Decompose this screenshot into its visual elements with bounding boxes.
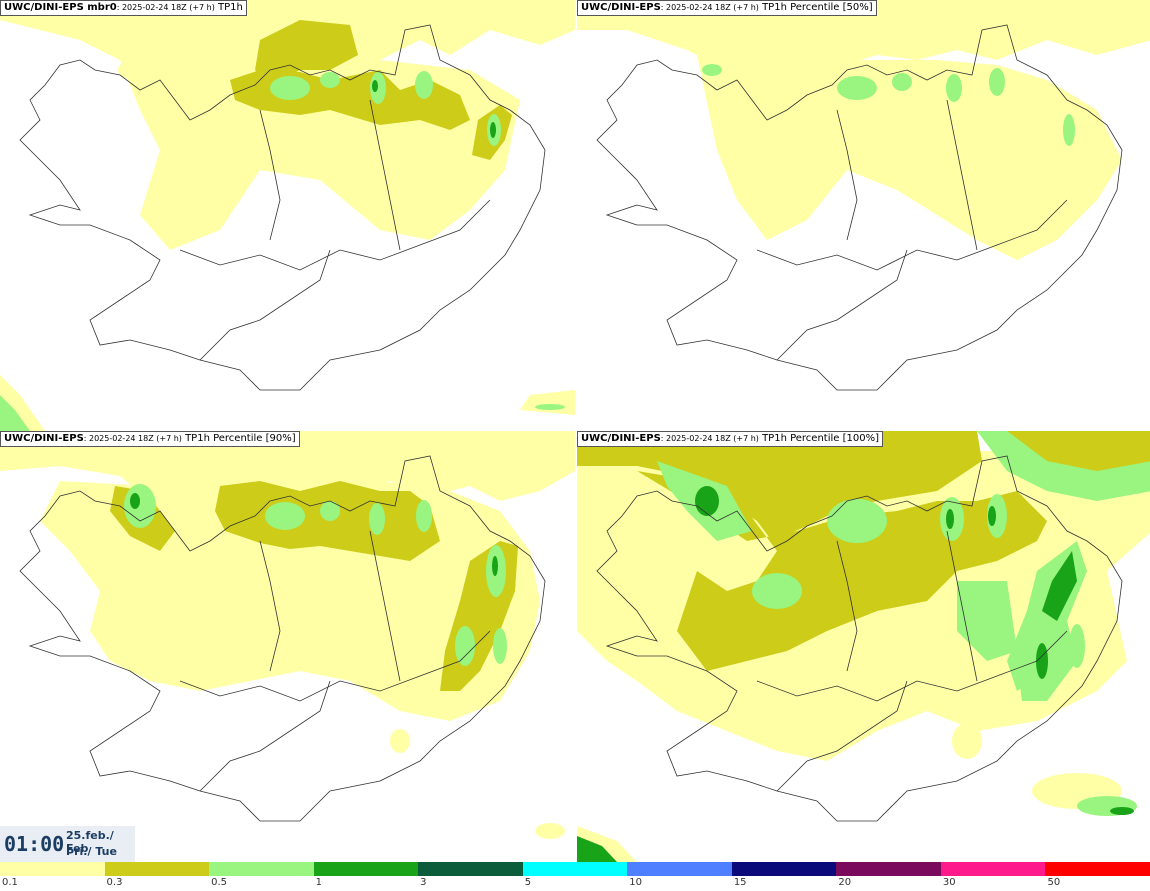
legend-tick-label: 20: [838, 877, 852, 888]
panel-source: UWC/DINI-EPS: [4, 433, 84, 444]
map-panel-mbr0: UWC/DINI-EPS mbr0: 2025-02-24 18Z (+7 h)…: [0, 0, 575, 431]
panel-field: TP1h Percentile [50%]: [758, 2, 873, 13]
panel-title: UWC/DINI-EPS: 2025-02-24 18Z (+7 h) TP1h…: [0, 431, 300, 447]
panel-source: UWC/DINI-EPS: [581, 433, 661, 444]
legend-tick-label: 0.3: [106, 877, 123, 888]
iceland-outline: [19, 24, 546, 391]
iceland-outline: [596, 455, 1123, 822]
panel-run: : 2025-02-24 18Z (+7 h): [660, 434, 759, 443]
legend-tick-label: 5: [524, 877, 532, 888]
panel-run: : 2025-02-24 18Z (+7 h): [116, 3, 215, 12]
legend-swatch: [209, 862, 314, 876]
panel-field: TP1h Percentile [100%]: [758, 433, 879, 444]
precip-shading: [577, 0, 1150, 260]
legend-tick-label: 50: [1047, 877, 1061, 888]
legend-swatch: [104, 862, 210, 876]
precip-shading: [0, 431, 575, 839]
valid-day: Þri./ Tue: [66, 845, 117, 858]
color-legend: 0.1 0.3 0.5 1 3 5 10 15 20 30 50: [0, 862, 1150, 891]
panel-title: UWC/DINI-EPS: 2025-02-24 18Z (+7 h) TP1h…: [577, 0, 877, 16]
legend-swatch: [1045, 862, 1150, 876]
legend-swatch: [731, 862, 837, 876]
precip-map: [0, 431, 575, 839]
legend-tick-label: 0.5: [211, 877, 227, 888]
legend-tick-label: 30: [942, 877, 956, 888]
panel-run: : 2025-02-24 18Z (+7 h): [83, 434, 182, 443]
legend-tick-label: 15: [733, 877, 747, 888]
panel-field: TP1h: [214, 2, 243, 13]
legend-tick-label: 10: [629, 877, 642, 888]
legend-swatch: [418, 862, 523, 876]
panel-title: UWC/DINI-EPS mbr0: 2025-02-24 18Z (+7 h)…: [0, 0, 247, 16]
legend-tick-label: 0.1: [2, 877, 18, 888]
legend-tick-label: 1: [315, 877, 322, 888]
panel-source: UWC/DINI-EPS: [581, 2, 661, 13]
legend-swatch: [0, 862, 105, 876]
legend-swatch: [836, 862, 941, 876]
legend-colorbar: [0, 862, 1150, 876]
legend-swatch: [627, 862, 732, 876]
precip-map: [577, 0, 1150, 391]
valid-time-box: 01:00 25.feb./ Feb Þri./ Tue: [0, 826, 135, 862]
iceland-outline: [19, 455, 546, 822]
legend-swatch: [522, 862, 628, 876]
panel-title: UWC/DINI-EPS: 2025-02-24 18Z (+7 h) TP1h…: [577, 431, 883, 447]
legend-tick-label: 3: [420, 877, 427, 888]
panel-field: TP1h Percentile [90%]: [181, 433, 296, 444]
map-panel-p100: UWC/DINI-EPS: 2025-02-24 18Z (+7 h) TP1h…: [577, 431, 1150, 862]
legend-swatch: [313, 862, 419, 876]
valid-date: 25.feb./ Feb: [66, 829, 114, 855]
precip-map: [0, 0, 575, 431]
panel-run: : 2025-02-24 18Z (+7 h): [660, 3, 759, 12]
panel-source: UWC/DINI-EPS mbr0: [4, 2, 117, 13]
map-panel-p90: UWC/DINI-EPS: 2025-02-24 18Z (+7 h) TP1h…: [0, 431, 575, 862]
iceland-outline: [596, 24, 1123, 391]
precip-shading: [577, 431, 1150, 862]
map-panel-p50: UWC/DINI-EPS: 2025-02-24 18Z (+7 h) TP1h…: [577, 0, 1150, 431]
precip-shading: [0, 0, 575, 431]
valid-time: 01:00: [4, 832, 65, 856]
legend-swatch: [940, 862, 1046, 876]
panel-divider: [575, 0, 577, 862]
precip-map: [577, 431, 1150, 862]
